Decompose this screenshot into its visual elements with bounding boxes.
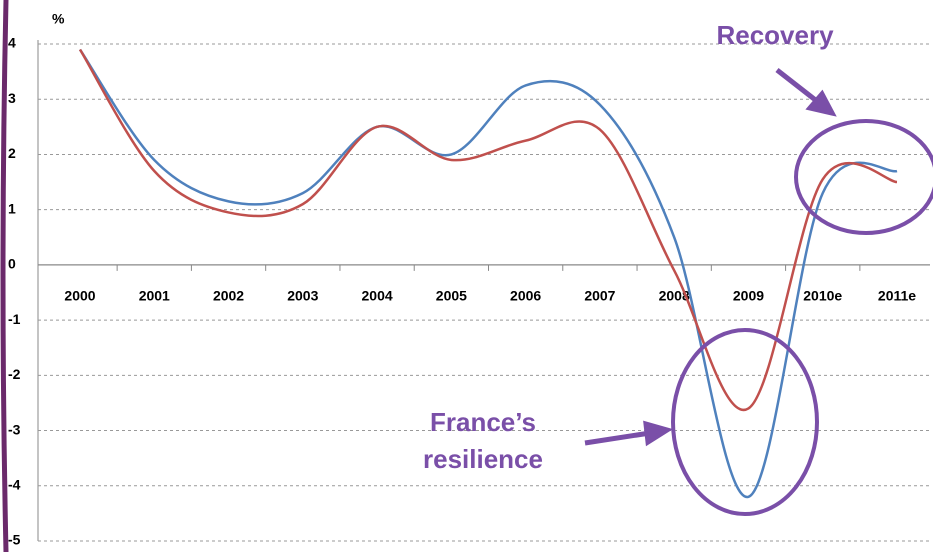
- recovery-circle: [794, 119, 933, 235]
- y-tick-label: 0: [8, 256, 16, 272]
- annotation: Recovery: [716, 20, 834, 50]
- x-tick-label: 2005: [436, 288, 467, 304]
- y-tick-label: -2: [8, 366, 21, 382]
- unit-label: %: [52, 11, 65, 27]
- y-tick-label: 4: [8, 35, 16, 51]
- x-tick-label: 2003: [287, 288, 318, 304]
- y-tick-label: 1: [8, 200, 16, 216]
- annotation: resilience: [423, 444, 543, 474]
- y-tick-label: -5: [8, 532, 21, 548]
- x-tick-label: 2001: [139, 288, 170, 304]
- y-tick-label: 3: [8, 90, 16, 106]
- resilience-circle: [671, 328, 819, 516]
- x-tick-label: 2000: [64, 288, 95, 304]
- x-tick-label: 2006: [510, 288, 541, 304]
- x-tick-label: 2011e: [878, 288, 916, 304]
- annotation: France’s: [430, 407, 536, 437]
- x-tick-label: 2004: [362, 288, 393, 304]
- x-tick-label: 2010e: [803, 288, 842, 304]
- y-tick-label: 2: [8, 145, 16, 161]
- series-line: [78, 48, 898, 499]
- series-line: [78, 48, 898, 412]
- x-tick-label: 2009: [733, 288, 764, 304]
- arrows: [584, 68, 837, 447]
- y-tick-label: -3: [8, 421, 21, 437]
- x-tick-label: 2008: [659, 288, 690, 304]
- y-tick-label: -4: [8, 476, 21, 492]
- y-tick-label: -1: [8, 311, 21, 327]
- left-border: [0, 0, 9, 552]
- x-tick-label: 2007: [584, 288, 615, 304]
- x-tick-label: 2002: [213, 288, 244, 304]
